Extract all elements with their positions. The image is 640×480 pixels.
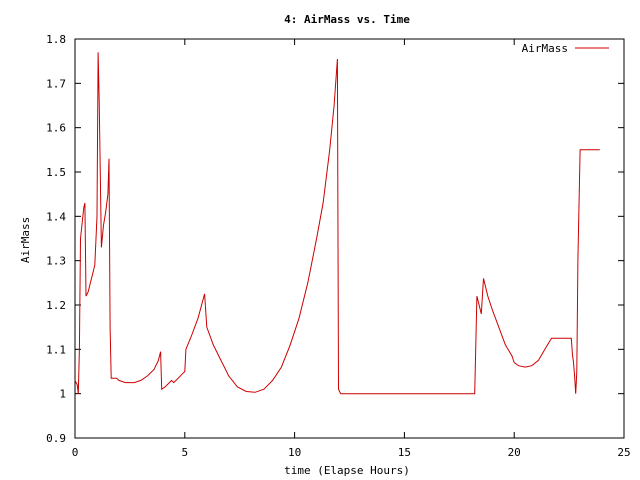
series-layer bbox=[74, 52, 600, 395]
y-axis-label: AirMass bbox=[19, 217, 32, 263]
y-tick-label: 1.6 bbox=[46, 122, 66, 135]
series-line-airmass bbox=[74, 52, 600, 395]
y-tick-label: 1.7 bbox=[46, 77, 66, 90]
y-tick-label: 1.2 bbox=[46, 299, 66, 312]
x-axis-label: time (Elapse Hours) bbox=[284, 464, 410, 477]
x-tick-label: 20 bbox=[508, 446, 521, 459]
x-tick-label: 5 bbox=[181, 446, 188, 459]
y-tick-label: 1.5 bbox=[46, 166, 66, 179]
y-tick-label: 1.4 bbox=[46, 210, 66, 223]
axes-layer: 0 5 10 15 20 25 0.9 1 1.1 1.2 1.3 1.4 1.5 1.6 1.7 1.8 bbox=[46, 33, 631, 459]
x-tick-label: 0 bbox=[72, 446, 79, 459]
y-tick-label: 1.1 bbox=[46, 343, 66, 356]
x-tick-label: 15 bbox=[398, 446, 411, 459]
x-tick-label: 10 bbox=[288, 446, 301, 459]
chart-title: 4: AirMass vs. Time bbox=[284, 13, 410, 26]
plot-frame bbox=[74, 38, 625, 439]
legend: AirMass bbox=[522, 42, 609, 55]
legend-label: AirMass bbox=[522, 42, 568, 55]
y-tick-label: 1.8 bbox=[46, 33, 66, 46]
y-tick-label: 1 bbox=[59, 388, 66, 401]
x-tick-label: 25 bbox=[617, 446, 630, 459]
y-tick-label: 1.3 bbox=[46, 255, 66, 268]
y-tick-label: 0.9 bbox=[46, 432, 66, 445]
